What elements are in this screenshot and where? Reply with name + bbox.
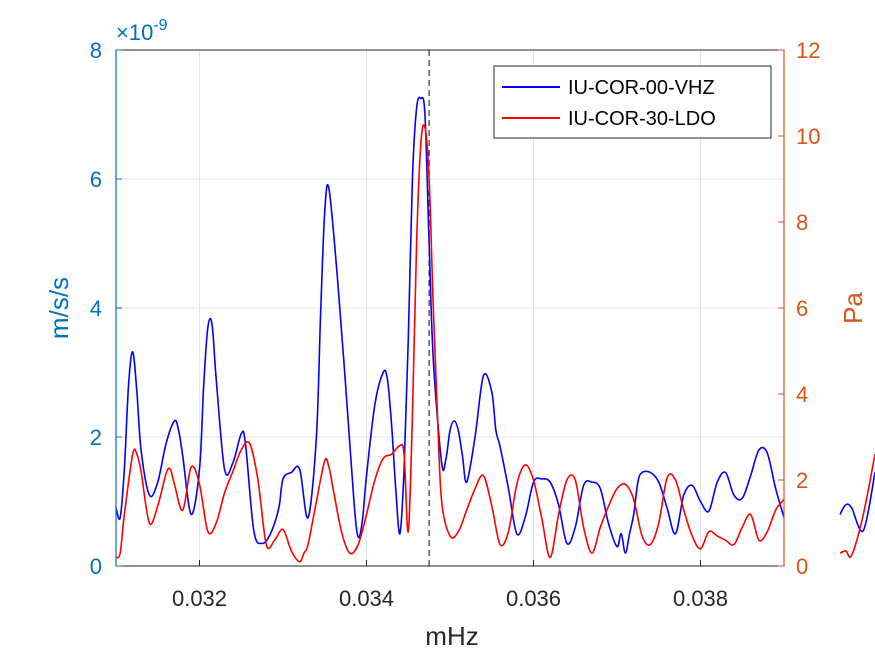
left-tick-label-2: 4: [90, 296, 102, 321]
right-tick-label-6: 12: [796, 38, 820, 63]
x-tick-label-1: 0.034: [339, 586, 394, 611]
legend-label-vhz: IU-COR-00-VHZ: [568, 77, 715, 99]
x-tick-label-0: 0.032: [172, 586, 227, 611]
series-group: [116, 96, 784, 563]
x-tick-label-2: 0.036: [506, 586, 561, 611]
right-tick-label-3: 6: [796, 296, 808, 321]
left-tick-label-4: 8: [90, 38, 102, 63]
left-axis-label: m/s/s: [44, 277, 74, 339]
legend: IU-COR-00-VHZ IU-COR-30-LDO: [493, 65, 772, 139]
right-tick-label-2: 4: [796, 382, 808, 407]
left-tick-label-0: 0: [90, 554, 102, 579]
left-axis-exponent: ×10-9: [116, 17, 168, 45]
x-axis-ticks: 0.032 0.034 0.036 0.038: [172, 560, 728, 611]
right-tick-label-1: 2: [796, 468, 808, 493]
overflow-segment-group: [839, 454, 875, 558]
x-axis-label: mHz: [425, 621, 478, 651]
overflow-line-ldo: [839, 454, 875, 558]
x-tick-label-3: 0.038: [673, 586, 728, 611]
series-line-vhz: [116, 96, 784, 554]
legend-label-ldo: IU-COR-30-LDO: [568, 108, 716, 130]
legend-box: [493, 65, 772, 139]
right-tick-label-5: 10: [796, 124, 820, 149]
left-axis-ticks: 0 2 4 6 8: [90, 38, 122, 579]
left-tick-label-1: 2: [90, 425, 102, 450]
right-axis-ticks: 0 2 4 6 8 10 12: [778, 38, 820, 579]
right-tick-label-0: 0: [796, 554, 808, 579]
overflow-line-vhz: [839, 472, 875, 533]
right-tick-label-4: 8: [796, 210, 808, 235]
series-line-ldo: [116, 124, 784, 563]
left-tick-label-3: 6: [90, 167, 102, 192]
right-axis-label: Pa: [838, 292, 868, 324]
